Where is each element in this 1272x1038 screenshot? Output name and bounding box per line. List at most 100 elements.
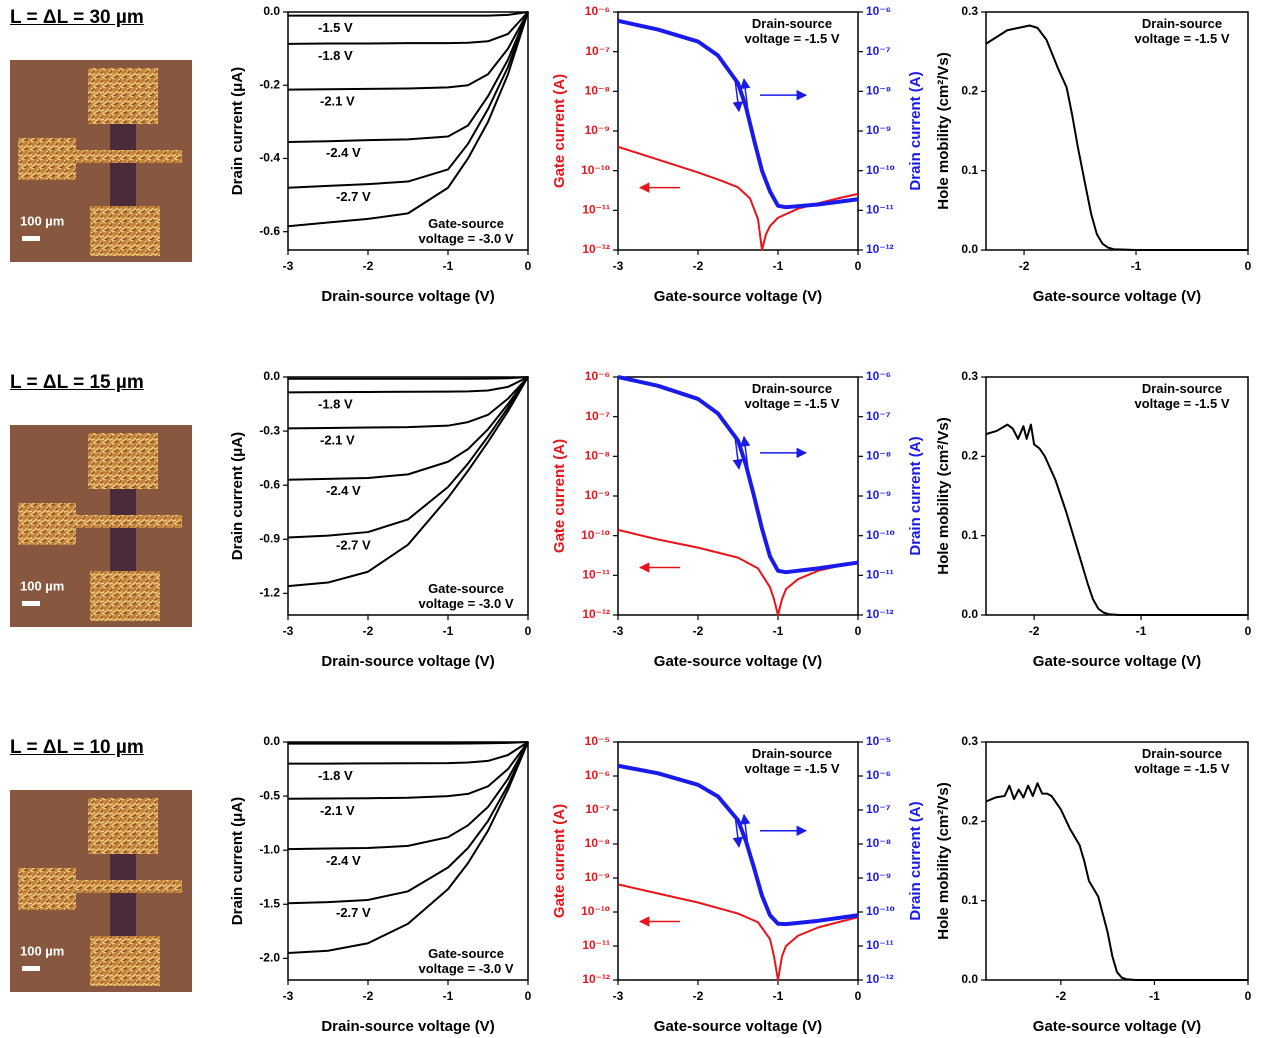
y2-tick-label: 10⁻⁸ bbox=[866, 449, 891, 463]
x-tick-label: 0 bbox=[525, 259, 532, 273]
series-label: -2.1 V bbox=[320, 803, 355, 818]
series-line bbox=[287, 11, 529, 189]
series-line bbox=[617, 883, 859, 981]
y-tick-label: 10⁻¹² bbox=[582, 972, 610, 986]
x-tick-label: 0 bbox=[1245, 624, 1252, 638]
y-axis-title: Gate current (A) bbox=[551, 804, 568, 918]
y-tick-label: 10⁻⁸ bbox=[585, 449, 610, 463]
plot-frame bbox=[617, 376, 859, 616]
y2-tick-label: 10⁻¹² bbox=[866, 972, 894, 986]
y-axis-title: Gate current (A) bbox=[551, 439, 568, 553]
x-axis-title: Gate-source voltage (V) bbox=[1033, 1018, 1201, 1035]
y-tick-label: 10⁻¹⁰ bbox=[581, 904, 610, 918]
y-tick-label: 0.0 bbox=[961, 607, 978, 621]
pad bbox=[90, 571, 160, 621]
scale-label: 100 µm bbox=[20, 213, 64, 228]
y-tick-label: 10⁻¹⁰ bbox=[581, 163, 610, 177]
scale-label: 100 µm bbox=[20, 943, 64, 958]
micrograph: 100 µm bbox=[10, 60, 192, 262]
y-axis-title: Drain current (μA) bbox=[229, 432, 246, 560]
series-label: -1.8 V bbox=[318, 48, 353, 63]
pad bbox=[18, 503, 76, 545]
x-tick-label: -3 bbox=[613, 259, 624, 273]
y-axis-title: Drain current (μA) bbox=[229, 797, 246, 925]
series-line bbox=[288, 741, 529, 745]
x-tick-label: -2 bbox=[363, 624, 374, 638]
plot-frame bbox=[985, 376, 1249, 616]
x-tick-label: -2 bbox=[1056, 989, 1067, 1003]
y-tick-label: -1.0 bbox=[259, 842, 280, 856]
y-tick-label: 10⁻¹¹ bbox=[582, 938, 610, 952]
series-line bbox=[287, 741, 529, 954]
y2-tick-label: 10⁻¹¹ bbox=[866, 568, 894, 582]
pad bbox=[70, 150, 182, 163]
y-tick-label: 10⁻⁶ bbox=[585, 369, 610, 383]
annotation: Drain-source voltage = -1.5 V bbox=[744, 381, 840, 411]
micrograph: 100 µm bbox=[10, 790, 192, 992]
y2-axis-title: Drain current (A) bbox=[907, 801, 924, 920]
x-axis-title: Gate-source voltage (V) bbox=[1033, 288, 1201, 305]
series-line bbox=[288, 741, 529, 765]
y-tick-label: 10⁻⁹ bbox=[585, 870, 610, 884]
y2-tick-label: 10⁻¹² bbox=[866, 607, 894, 621]
y2-axis-title: Drain current (A) bbox=[907, 71, 924, 190]
plot-frame bbox=[287, 11, 529, 251]
x-tick-label: -3 bbox=[283, 624, 294, 638]
y-axis-title: Hole mobility (cm²/Vs) bbox=[935, 417, 952, 575]
y-tick-label: -0.9 bbox=[259, 531, 280, 545]
annotation: Drain-source voltage = -1.5 V bbox=[1134, 16, 1230, 46]
x-tick-label: -1 bbox=[1136, 624, 1147, 638]
x-tick-label: 0 bbox=[525, 624, 532, 638]
series-label: -1.5 V bbox=[318, 20, 353, 35]
y-axis-title: Hole mobility (cm²/Vs) bbox=[935, 52, 952, 210]
series-label: -2.7 V bbox=[336, 905, 371, 920]
pad bbox=[18, 138, 76, 180]
pad bbox=[88, 798, 158, 854]
series-line bbox=[985, 423, 1248, 616]
series-line bbox=[617, 18, 859, 210]
y-tick-label: 10⁻¹¹ bbox=[582, 203, 610, 217]
sweep-arrow bbox=[739, 78, 751, 112]
plot-frame bbox=[985, 741, 1249, 981]
x-tick-label: -3 bbox=[283, 259, 294, 273]
y-tick-label: 10⁻⁶ bbox=[585, 768, 610, 782]
y-axis-title: Hole mobility (cm²/Vs) bbox=[935, 782, 952, 940]
y-tick-label: 10⁻¹⁰ bbox=[581, 528, 610, 542]
y-tick-label: -0.3 bbox=[259, 423, 280, 437]
y-tick-label: 0.1 bbox=[961, 163, 978, 177]
x-axis-title: Gate-source voltage (V) bbox=[654, 288, 822, 305]
y-tick-label: 10⁻⁷ bbox=[585, 44, 610, 58]
annotation: Drain-source voltage = -1.5 V bbox=[1134, 746, 1230, 776]
y-tick-label: -1.2 bbox=[259, 586, 280, 600]
series-label: -1.8 V bbox=[318, 397, 353, 412]
x-tick-label: 0 bbox=[525, 989, 532, 1003]
x-tick-label: -2 bbox=[693, 989, 704, 1003]
y2-axis-title: Drain current (A) bbox=[907, 436, 924, 555]
y2-tick-label: 10⁻¹² bbox=[866, 242, 894, 256]
x-tick-label: -1 bbox=[443, 989, 454, 1003]
y2-tick-label: 10⁻⁹ bbox=[866, 870, 891, 884]
x-tick-label: -2 bbox=[363, 989, 374, 1003]
series-label: Gate-source voltage = -3.0 V bbox=[418, 946, 514, 976]
x-axis-title: Drain-source voltage (V) bbox=[321, 288, 494, 305]
x-tick-label: -3 bbox=[613, 624, 624, 638]
plot-frame bbox=[617, 11, 859, 251]
y-tick-label: -0.6 bbox=[259, 477, 280, 491]
series-line bbox=[287, 741, 529, 851]
y-tick-label: 10⁻⁵ bbox=[585, 734, 610, 748]
y-tick-label: 0.0 bbox=[263, 4, 280, 18]
series-line bbox=[617, 528, 859, 616]
series-line bbox=[288, 376, 529, 380]
y2-tick-label: 10⁻¹¹ bbox=[866, 938, 894, 952]
y-tick-label: -1.5 bbox=[259, 896, 280, 910]
series-line bbox=[985, 24, 1248, 251]
x-tick-label: -1 bbox=[1149, 989, 1160, 1003]
scale-bar bbox=[22, 236, 40, 241]
y-tick-label: -2.0 bbox=[259, 951, 280, 965]
x-tick-label: 0 bbox=[1245, 259, 1252, 273]
sweep-arrow bbox=[732, 814, 744, 848]
y2-tick-label: 10⁻¹¹ bbox=[866, 203, 894, 217]
y-tick-label: 0.1 bbox=[961, 893, 978, 907]
y-tick-label: -0.5 bbox=[259, 788, 280, 802]
